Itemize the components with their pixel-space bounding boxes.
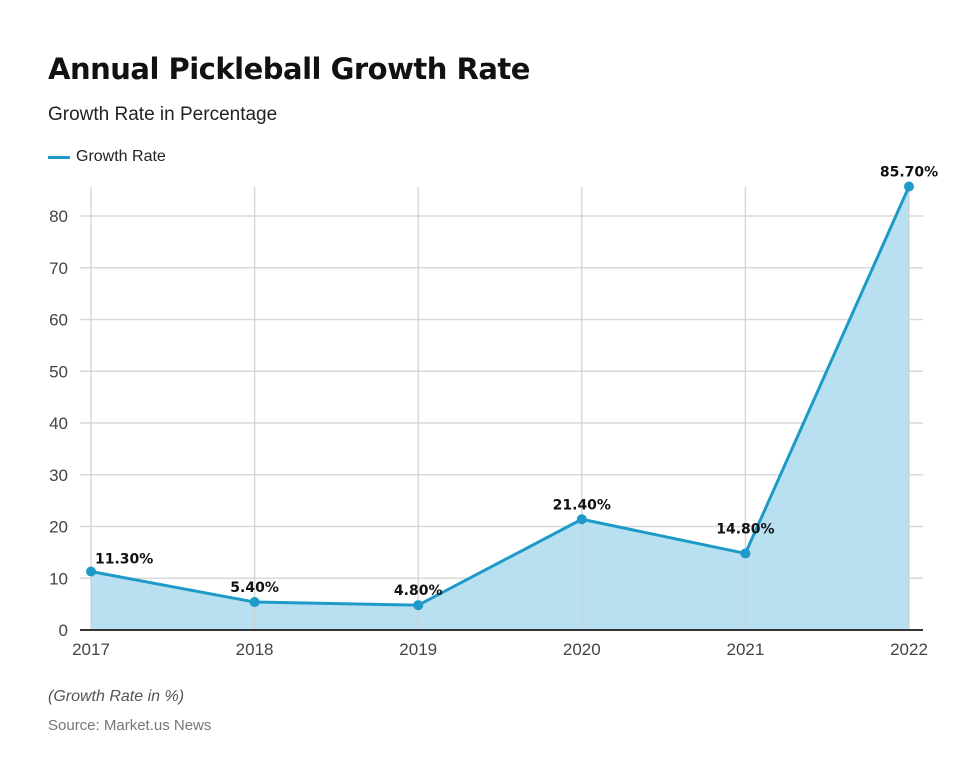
data-point xyxy=(576,514,587,525)
data-label: 21.40% xyxy=(553,497,611,513)
data-point xyxy=(740,548,751,559)
x-tick-label: 2022 xyxy=(890,640,928,659)
x-tick-label: 2020 xyxy=(563,640,601,659)
data-label: 11.30% xyxy=(95,552,153,568)
data-label: 14.80% xyxy=(716,521,774,537)
chart-title: Annual Pickleball Growth Rate xyxy=(48,52,530,86)
chart-source: Source: Market.us News xyxy=(48,717,212,734)
x-tick-label: 2018 xyxy=(236,640,274,659)
y-tick-label: 60 xyxy=(49,311,68,330)
data-label: 4.80% xyxy=(394,583,443,599)
y-tick-label: 40 xyxy=(49,414,68,433)
y-tick-label: 10 xyxy=(49,569,68,588)
data-point xyxy=(249,597,260,608)
data-point xyxy=(86,566,96,577)
data-point xyxy=(413,600,424,611)
chart-footnote: (Growth Rate in %) xyxy=(48,688,185,705)
series-line xyxy=(90,185,911,607)
y-tick-label: 70 xyxy=(49,259,68,278)
area-fill xyxy=(91,186,909,630)
chart-subtitle: Growth Rate in Percentage xyxy=(48,104,278,125)
x-tick-label: 2017 xyxy=(72,640,110,659)
data-label: 85.70% xyxy=(880,165,938,181)
y-tick-label: 80 xyxy=(49,207,68,226)
legend: Growth Rate xyxy=(48,148,166,166)
legend-line-icon xyxy=(48,155,70,159)
y-tick-label: 30 xyxy=(49,466,68,485)
x-tick-label: 2021 xyxy=(726,640,764,659)
data-label: 5.40% xyxy=(230,580,279,596)
x-tick-label: 2019 xyxy=(399,640,437,659)
y-tick-label: 20 xyxy=(49,518,68,537)
y-tick-label: 50 xyxy=(49,362,68,381)
legend-label: Growth Rate xyxy=(76,148,166,165)
data-point xyxy=(904,181,914,192)
y-tick-label: 0 xyxy=(59,621,68,640)
